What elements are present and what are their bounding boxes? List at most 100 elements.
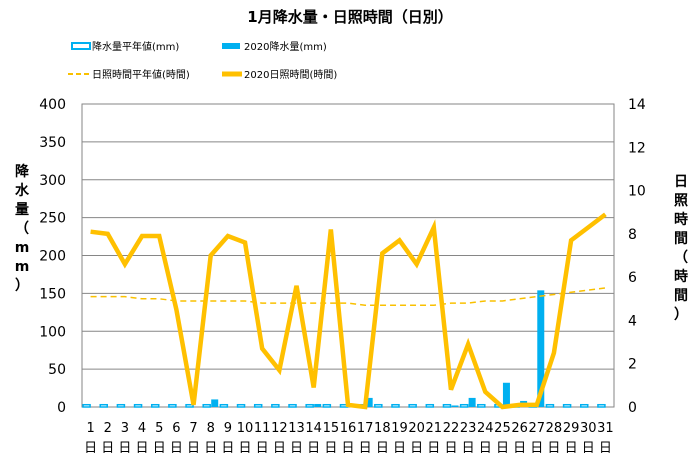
bar-normal-precip — [597, 403, 606, 408]
y2-axis-title-char: 時 — [674, 211, 688, 228]
bar-normal-precip — [408, 403, 417, 408]
bar-normal-precip — [99, 403, 108, 408]
x-tick-suffix: 日 — [393, 441, 406, 456]
x-tick-suffix: 日 — [136, 441, 149, 456]
x-tick-suffix: 日 — [582, 441, 595, 456]
x-tick-label: 2 — [104, 421, 112, 436]
bar-normal-precip — [219, 403, 229, 408]
bar-2020-precip — [468, 397, 476, 407]
bar-normal-precip — [477, 403, 486, 408]
x-tick-label: 21 — [426, 421, 443, 436]
y2-tick-label: 14 — [628, 97, 646, 113]
x-tick-suffix: 日 — [341, 441, 354, 456]
y-axis-title-char: 量 — [15, 202, 29, 218]
y-axis-title-char: （ — [15, 221, 29, 237]
bar-normal-precip — [271, 403, 280, 408]
x-tick-suffix: 日 — [599, 441, 612, 456]
legend-label-normal-sunshine: 日照時間平年値(時間) — [92, 68, 190, 81]
x-tick-label: 14 — [305, 421, 322, 436]
y-tick-label: 150 — [39, 286, 66, 302]
bar-normal-precip — [425, 403, 435, 408]
y-axis-title-right: 日照時間（時間） — [674, 174, 688, 323]
x-tick-label: 10 — [237, 421, 254, 436]
y2-axis-title-char: 時 — [674, 268, 688, 285]
bar-normal-precip — [168, 403, 177, 408]
y2-tick-label: 4 — [628, 313, 637, 329]
chart-title: 1月降水量・日照時間（日別） — [247, 8, 452, 26]
x-tick-suffix: 日 — [170, 441, 183, 456]
y2-tick-label: 10 — [628, 184, 646, 200]
x-tick-label: 31 — [597, 421, 614, 436]
bar-normal-precip — [133, 403, 143, 408]
bar-2020-precip — [502, 382, 510, 407]
bar-normal-precip — [374, 403, 383, 408]
x-tick-label: 4 — [138, 421, 146, 436]
x-tick-suffix: 日 — [359, 441, 372, 456]
y2-tick-label: 12 — [628, 140, 646, 156]
x-tick-suffix: 日 — [324, 441, 337, 456]
x-tick-suffix: 日 — [410, 441, 423, 456]
x-tick-label: 12 — [271, 421, 288, 436]
y2-tick-label: 8 — [628, 227, 637, 243]
x-tick-suffix: 日 — [256, 441, 269, 456]
x-tick-label: 9 — [224, 421, 232, 436]
x-tick-suffix: 日 — [101, 441, 114, 456]
legend-swatch-2020-precip — [222, 43, 240, 49]
bar-normal-precip — [236, 403, 246, 408]
bar-normal-precip — [253, 403, 263, 408]
x-axis: 1日2日3日4日5日6日7日8日9日10日11日12日13日14日15日16日1… — [84, 421, 614, 456]
x-tick-label: 13 — [288, 421, 305, 436]
legend-label-normal-precip: 降水量平年値(mm) — [92, 40, 179, 53]
x-tick-suffix: 日 — [513, 441, 526, 456]
x-tick-label: 28 — [546, 421, 563, 436]
x-tick-label: 8 — [207, 421, 215, 436]
y-tick-label: 300 — [39, 173, 66, 189]
y2-axis-title-char: 日 — [674, 174, 688, 190]
bar-normal-precip — [580, 403, 589, 408]
x-tick-label: 26 — [511, 421, 528, 436]
bar-normal-precip — [545, 403, 555, 408]
legend-label-2020-precip: 2020降水量(mm) — [244, 40, 327, 53]
x-tick-label: 5 — [155, 421, 163, 436]
bar-2020-precip — [314, 403, 322, 407]
bar-normal-precip — [288, 403, 297, 408]
bar-2020-precip — [365, 397, 373, 407]
bar-normal-precip — [322, 403, 332, 408]
legend: 降水量平年値(mm) 2020降水量(mm) 日照時間平年値(時間) 2020日… — [68, 40, 337, 81]
x-tick-suffix: 日 — [444, 441, 457, 456]
bar-2020-precip — [211, 399, 219, 407]
x-tick-suffix: 日 — [496, 441, 509, 456]
x-tick-label: 22 — [443, 421, 460, 436]
x-tick-label: 3 — [121, 421, 129, 436]
bar-normal-precip — [305, 403, 314, 408]
x-tick-label: 29 — [563, 421, 580, 436]
x-tick-suffix: 日 — [427, 441, 440, 456]
y-tick-label: 250 — [39, 211, 66, 227]
x-tick-suffix: 日 — [273, 441, 286, 456]
bar-normal-precip — [185, 403, 194, 408]
y2-axis-title-char: ） — [674, 307, 688, 323]
x-tick-suffix: 日 — [118, 441, 131, 456]
x-tick-suffix: 日 — [204, 441, 217, 456]
bar-normal-precip — [562, 403, 572, 408]
y2-tick-label: 6 — [628, 270, 637, 286]
x-tick-label: 23 — [460, 421, 477, 436]
y-axis-title-char: m — [15, 259, 30, 275]
x-tick-suffix: 日 — [530, 441, 543, 456]
y-axis-title-char: 降 — [15, 163, 30, 180]
bar-normal-precip — [202, 403, 211, 408]
x-tick-suffix: 日 — [221, 441, 234, 456]
y2-axis-title-char: 間 — [674, 231, 688, 247]
y2-axis-title-char: 照 — [674, 193, 688, 209]
x-tick-suffix: 日 — [290, 441, 303, 456]
bar-normal-precip — [82, 403, 91, 408]
bar-2020-precip — [537, 290, 545, 407]
legend-swatch-normal-precip — [71, 42, 91, 50]
y2-axis-title-char: 間 — [674, 288, 688, 304]
x-tick-suffix: 日 — [307, 441, 320, 456]
y2-tick-label: 2 — [628, 357, 637, 373]
x-tick-suffix: 日 — [479, 441, 492, 456]
x-tick-label: 24 — [477, 421, 494, 436]
x-tick-label: 30 — [580, 421, 597, 436]
x-tick-label: 17 — [357, 421, 374, 436]
